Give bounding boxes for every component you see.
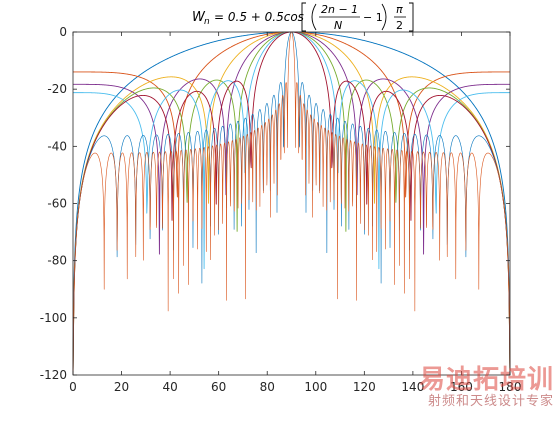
x-tick-label: 20 — [114, 380, 129, 394]
y-tick-label: -100 — [40, 311, 67, 325]
x-ticks: 0 20 40 60 80 100 120 140 160 180 — [69, 32, 521, 394]
title-minus-one: − 1 — [363, 11, 383, 24]
title-right-bracket — [409, 2, 414, 32]
title-two: 2 — [396, 19, 403, 32]
x-tick-label: 120 — [353, 380, 376, 394]
y-tick-label: 0 — [59, 25, 67, 39]
y-tick-label: -120 — [40, 368, 67, 382]
title-lhs-subscript: n — [204, 17, 210, 27]
y-tick-label: -20 — [47, 82, 67, 96]
x-tick-label: 0 — [69, 380, 77, 394]
x-tick-label: 80 — [260, 380, 275, 394]
title-denominator: N — [334, 19, 342, 32]
title-left-paren — [311, 3, 317, 31]
y-tick-label: -80 — [47, 254, 67, 268]
x-tick-label: 40 — [162, 380, 177, 394]
y-tick-label: -60 — [47, 197, 67, 211]
y-ticks: 0 -20 -40 -60 -80 -100 -120 — [40, 25, 510, 382]
title-left-bracket — [301, 2, 306, 32]
title-right-paren — [381, 3, 387, 31]
title-lhs: W — [192, 10, 206, 25]
chart-title: W n = 0.5 + 0.5cos 2n − 1 N − 1 π 2 — [192, 2, 414, 32]
x-tick-label: 160 — [450, 380, 473, 394]
x-tick-label: 60 — [211, 380, 226, 394]
x-tick-label: 140 — [401, 380, 424, 394]
plot-background — [73, 32, 510, 375]
title-equation: = 0.5 + 0.5cos — [214, 10, 304, 24]
x-tick-label: 180 — [499, 380, 522, 394]
y-tick-label: -40 — [47, 139, 67, 153]
title-pi: π — [396, 3, 403, 16]
x-tick-label: 100 — [304, 380, 327, 394]
title-numerator: 2n − 1 — [321, 3, 358, 16]
